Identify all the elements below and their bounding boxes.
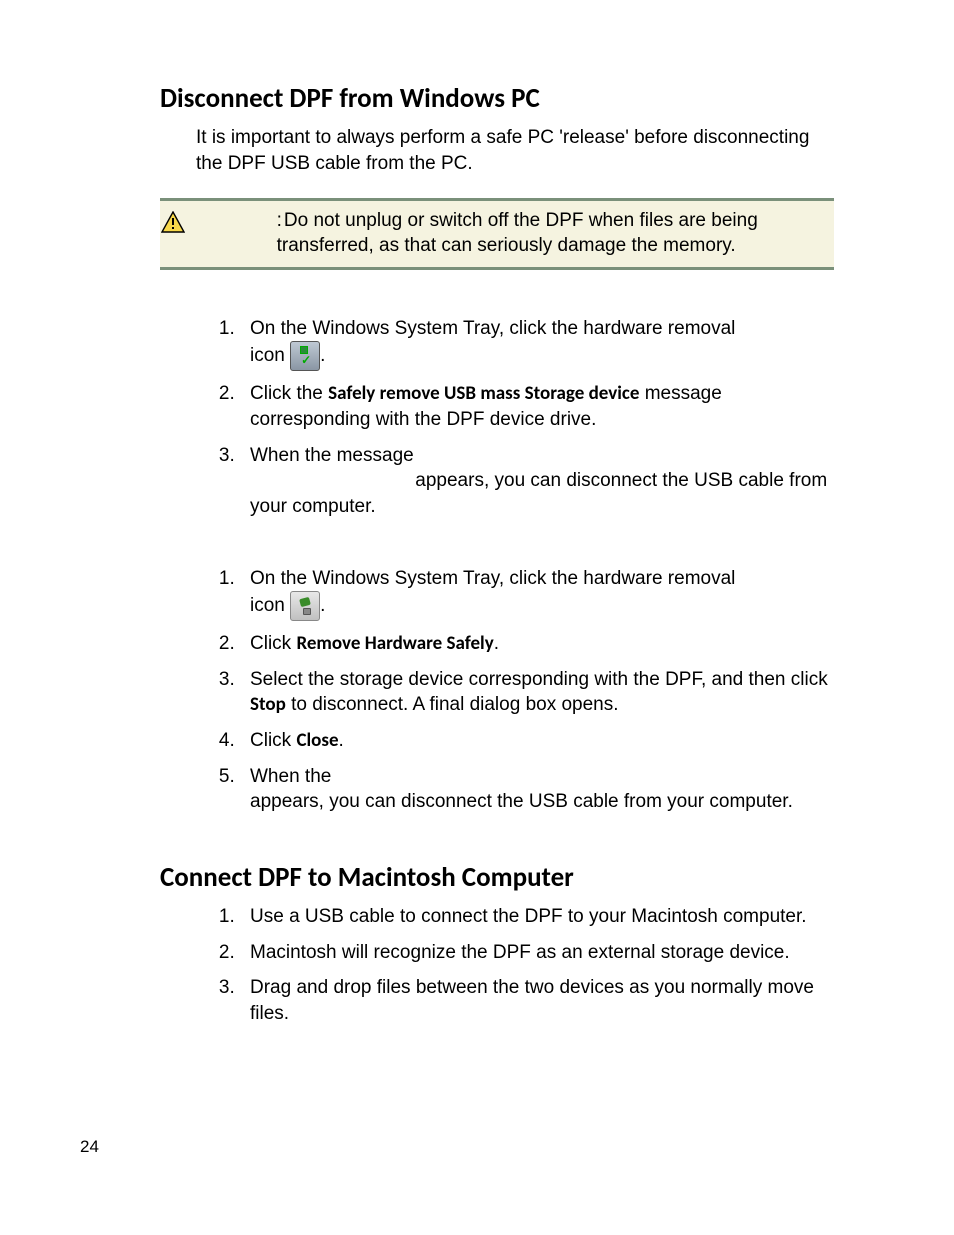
step-b4-post: .	[339, 730, 344, 751]
step-a2-pre: Click the	[250, 383, 328, 404]
steps-list-a: On the Windows System Tray, click the ha…	[80, 316, 834, 520]
step-a1-icon-pre: icon	[250, 345, 290, 366]
step-m3: Drag and drop files between the two devi…	[240, 975, 834, 1026]
warning-body: Do not unplug or switch off the DPF when…	[277, 210, 758, 256]
step-b2: Click Remove Hardware Safely.	[240, 631, 834, 657]
warning-callout: :Do not unplug or switch off the DPF whe…	[160, 198, 834, 269]
steps-list-mac: Use a USB cable to connect the DPF to yo…	[80, 904, 834, 1027]
step-a2-bold: Safely remove USB mass Storage device	[328, 382, 639, 405]
step-a1-text: On the Windows System Tray, click the ha…	[250, 318, 735, 339]
step-b3-pre: Select the storage device corresponding …	[250, 669, 828, 690]
step-a3-line2: appears, you can disconnect the USB cabl…	[250, 470, 827, 517]
warning-icon-cell	[160, 209, 187, 238]
warning-text: :Do not unplug or switch off the DPF whe…	[187, 209, 824, 258]
hardware-removal-icon-2	[290, 591, 320, 621]
step-b3: Select the storage device corresponding …	[240, 667, 834, 718]
step-b2-bold: Remove Hardware Safely	[296, 632, 493, 655]
step-a1: On the Windows System Tray, click the ha…	[240, 316, 834, 372]
step-m2: Macintosh will recognize the DPF as an e…	[240, 940, 834, 966]
step-a1-icon-post: .	[320, 345, 325, 366]
step-m1: Use a USB cable to connect the DPF to yo…	[240, 904, 834, 930]
step-b3-bold: Stop	[250, 693, 286, 716]
page-number: 24	[80, 1137, 99, 1157]
section-heading-disconnect: Disconnect DPF from Windows PC	[160, 82, 834, 115]
steps-list-b: On the Windows System Tray, click the ha…	[80, 566, 834, 815]
step-b1: On the Windows System Tray, click the ha…	[240, 566, 834, 622]
step-a3-text: When the message	[250, 445, 414, 466]
step-a2: Click the Safely remove USB mass Storage…	[240, 381, 834, 432]
step-b2-post: .	[494, 633, 499, 654]
step-b5-text: When the	[250, 766, 331, 787]
step-b2-pre: Click	[250, 633, 296, 654]
step-b1-icon-post: .	[320, 595, 325, 616]
step-b3-post: to disconnect. A final dialog box opens.	[286, 694, 619, 715]
hardware-removal-icon	[290, 341, 320, 371]
step-b4-pre: Click	[250, 730, 296, 751]
step-b4-bold: Close	[296, 729, 338, 752]
intro-text: It is important to always perform a safe…	[196, 125, 834, 176]
section-heading-connect-mac: Connect DPF to Macintosh Computer	[160, 861, 834, 894]
step-b5-line2: appears, you can disconnect the USB cabl…	[250, 791, 793, 812]
step-b1-icon-pre: icon	[250, 595, 290, 616]
warning-icon	[161, 211, 185, 238]
step-a3: When the message appears, you can discon…	[240, 443, 834, 520]
warning-colon: :	[277, 210, 282, 231]
step-b5: When the appears, you can disconnect the…	[240, 764, 834, 815]
step-b1-text: On the Windows System Tray, click the ha…	[250, 568, 735, 589]
step-b4: Click Close.	[240, 728, 834, 754]
